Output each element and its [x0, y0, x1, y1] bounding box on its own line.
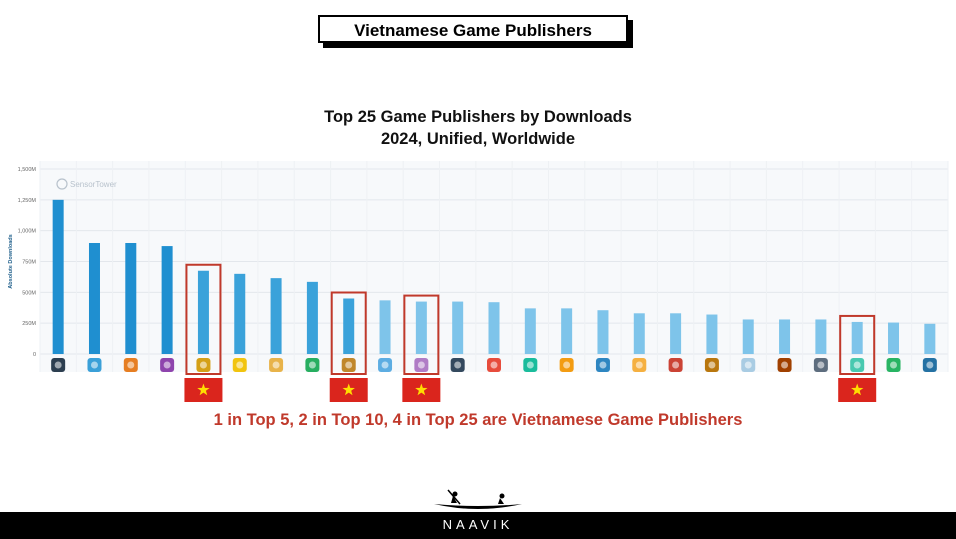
- publisher-icon-detail-20: [744, 361, 752, 369]
- bar-4: [161, 246, 173, 354]
- y-tick-label: 1,250M: [18, 198, 37, 204]
- bar-25: [924, 323, 936, 354]
- publisher-icon-detail-17: [635, 361, 643, 369]
- publisher-icon-detail-15: [563, 361, 571, 369]
- publisher-icon-detail-10: [381, 361, 389, 369]
- bar-23: [851, 321, 863, 354]
- publisher-icon-detail-8: [308, 361, 316, 369]
- publisher-icon-detail-18: [672, 361, 680, 369]
- watermark-icon: [56, 178, 68, 190]
- publisher-icon-detail-4: [163, 361, 171, 369]
- bar-chart: 0 250M 500M 750M 1,000M 1,250M 1,500M Absolute …: [8, 167, 948, 402]
- bar-17: [633, 313, 645, 354]
- naavik-boat-logo: [434, 489, 522, 509]
- bar-9: [343, 298, 355, 354]
- y-tick-label: 250M: [22, 321, 36, 327]
- bar-11: [415, 301, 427, 354]
- flag-star-icon: [415, 383, 428, 396]
- publisher-icon-detail-19: [708, 361, 716, 369]
- publisher-icon-detail-21: [781, 361, 789, 369]
- bar-14: [524, 308, 536, 354]
- footer-bar: [0, 512, 956, 539]
- y-tick-label: 0: [33, 352, 36, 358]
- bar-19: [706, 314, 718, 354]
- highlight-box-23: [839, 314, 876, 375]
- bar-10: [379, 300, 391, 354]
- callout-text: 1 in Top 5, 2 in Top 10, 4 in Top 25 are…: [213, 411, 743, 429]
- publisher-icon-detail-11: [417, 361, 425, 369]
- publisher-icon-detail-3: [127, 361, 135, 369]
- publisher-icon-detail-23: [853, 361, 861, 369]
- bar-22: [815, 319, 827, 354]
- highlight-box-9: [330, 291, 367, 375]
- chart-title: Top 25 Game Publishers by Downloads 2024…: [0, 106, 956, 150]
- bar-13: [488, 302, 500, 354]
- footer-brand: NAAVIK: [442, 517, 514, 532]
- y-tick-label: 1,000M: [18, 229, 37, 235]
- flag-star-icon: [342, 383, 355, 396]
- y-tick-label: 1,500M: [18, 167, 37, 173]
- publisher-icon-detail-13: [490, 361, 498, 369]
- bar-18: [670, 313, 682, 354]
- y-tick-label: 500M: [22, 290, 36, 296]
- flag-star-icon: [851, 383, 864, 396]
- publisher-icon-detail-22: [817, 361, 825, 369]
- publisher-icon-detail-1: [54, 361, 62, 369]
- y-tick-label: 750M: [22, 260, 36, 266]
- header-title: Vietnamese Game Publishers: [318, 15, 628, 43]
- bar-3: [125, 243, 137, 354]
- bar-12: [452, 301, 464, 354]
- publisher-icon-detail-25: [926, 361, 934, 369]
- publisher-icon-detail-5: [199, 361, 207, 369]
- bar-21: [779, 319, 791, 354]
- highlight-box-5: [185, 263, 222, 375]
- publisher-icon-detail-2: [90, 361, 98, 369]
- highlight-box-11: [403, 294, 440, 376]
- bar-5: [197, 270, 209, 354]
- publisher-icon-detail-14: [526, 361, 534, 369]
- bar-6: [234, 273, 246, 354]
- chart-title-line1: Top 25 Game Publishers by Downloads: [324, 108, 632, 126]
- publisher-icon-detail-9: [345, 361, 353, 369]
- bar-15: [561, 308, 573, 354]
- publisher-icon-detail-6: [236, 361, 244, 369]
- bar-7: [270, 278, 282, 354]
- bar-20: [742, 319, 754, 354]
- bar-8: [306, 281, 318, 354]
- bar-24: [888, 322, 900, 354]
- bar-2: [88, 243, 100, 354]
- publisher-icon-detail-16: [599, 361, 607, 369]
- publisher-icon-detail-12: [454, 361, 462, 369]
- flag-star-icon: [197, 383, 210, 396]
- bar-1: [52, 199, 64, 354]
- bar-16: [597, 310, 609, 354]
- publisher-icon-detail-7: [272, 361, 280, 369]
- publisher-icon-detail-24: [890, 361, 898, 369]
- chart-title-line2: 2024, Unified, Worldwide: [380, 130, 576, 148]
- y-axis-label: Absolute Downloads: [8, 234, 14, 288]
- watermark-text: SensorTower: [70, 180, 117, 189]
